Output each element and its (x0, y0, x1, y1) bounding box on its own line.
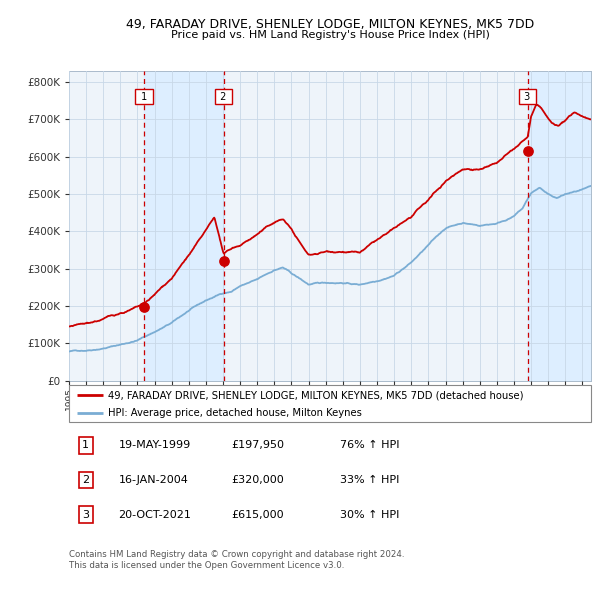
Text: 30% ↑ HPI: 30% ↑ HPI (340, 510, 400, 520)
Text: 1: 1 (82, 440, 89, 450)
Text: HPI: Average price, detached house, Milton Keynes: HPI: Average price, detached house, Milt… (108, 408, 362, 418)
Text: 3: 3 (82, 510, 89, 520)
Text: This data is licensed under the Open Government Licence v3.0.: This data is licensed under the Open Gov… (69, 560, 344, 569)
Text: 33% ↑ HPI: 33% ↑ HPI (340, 475, 400, 485)
Point (219, 257, 229, 266)
Text: Price paid vs. HM Land Registry's House Price Index (HPI): Price paid vs. HM Land Registry's House … (170, 30, 490, 40)
Text: 16-JAN-2004: 16-JAN-2004 (119, 475, 188, 485)
Point (523, 146, 532, 156)
Text: 49, FARADAY DRIVE, SHENLEY LODGE, MILTON KEYNES, MK5 7DD: 49, FARADAY DRIVE, SHENLEY LODGE, MILTON… (126, 18, 534, 31)
Point (139, 302, 149, 312)
Bar (527, 71, 591, 381)
Bar (144, 71, 224, 381)
Text: 2: 2 (82, 475, 89, 485)
Text: 3: 3 (521, 92, 534, 102)
Text: £320,000: £320,000 (231, 475, 284, 485)
Text: 1: 1 (138, 92, 150, 102)
Text: 2: 2 (217, 92, 230, 102)
Text: 19-MAY-1999: 19-MAY-1999 (119, 440, 191, 450)
FancyBboxPatch shape (69, 385, 591, 422)
Text: £197,950: £197,950 (231, 440, 284, 450)
Text: 76% ↑ HPI: 76% ↑ HPI (340, 440, 400, 450)
Text: Contains HM Land Registry data © Crown copyright and database right 2024.: Contains HM Land Registry data © Crown c… (69, 550, 404, 559)
Text: 20-OCT-2021: 20-OCT-2021 (119, 510, 191, 520)
Text: 49, FARADAY DRIVE, SHENLEY LODGE, MILTON KEYNES, MK5 7DD (detached house): 49, FARADAY DRIVE, SHENLEY LODGE, MILTON… (108, 390, 524, 400)
Text: £615,000: £615,000 (231, 510, 283, 520)
